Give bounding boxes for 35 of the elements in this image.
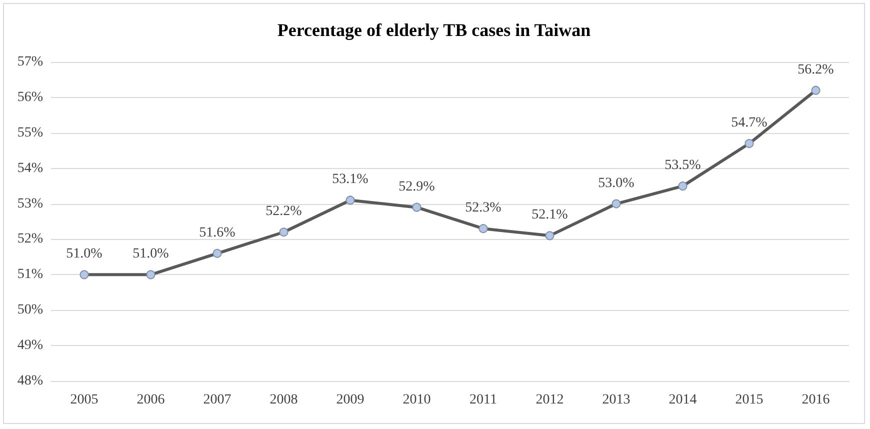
x-tick-label: 2007 <box>203 392 232 408</box>
data-label: 52.3% <box>465 200 502 216</box>
data-label: 54.7% <box>731 116 768 131</box>
data-label: 52.1% <box>532 208 568 223</box>
y-tick-label: 51% <box>17 267 44 282</box>
y-tick-label: 55% <box>17 125 44 140</box>
data-label: 53.5% <box>664 158 702 174</box>
data-label: 51.0% <box>132 246 170 262</box>
x-tick-label: 2013 <box>602 392 630 408</box>
y-tick-label: 57% <box>17 54 44 70</box>
data-label: 52.9% <box>398 179 436 194</box>
x-tick-label: 2012 <box>536 392 564 408</box>
data-label: 52.2% <box>266 204 302 220</box>
data-label: 51.0% <box>66 246 103 262</box>
chart-title: Percentage of elderly TB cases in Taiwan <box>277 20 591 40</box>
x-tick-label: 2005 <box>70 392 98 408</box>
y-tick-label: 48% <box>17 374 44 388</box>
y-tick-label: 54% <box>17 160 44 176</box>
x-tick-label: 2015 <box>735 392 764 408</box>
data-label: 53.1% <box>332 172 369 188</box>
data-label: 56.2% <box>798 62 834 78</box>
x-tick-label: 2006 <box>136 392 165 408</box>
x-tick-label: 2008 <box>270 392 298 408</box>
y-tick-label: 53% <box>17 196 44 212</box>
data-label: 51.6% <box>199 225 236 240</box>
x-tick-label: 2014 <box>668 392 697 408</box>
y-tick-label: 49% <box>17 338 44 354</box>
y-tick-label: 50% <box>17 302 44 318</box>
data-label: 53.0% <box>598 176 635 191</box>
y-tick-label: 52% <box>17 232 44 247</box>
x-tick-label: 2011 <box>470 392 497 408</box>
x-tick-label: 2010 <box>402 392 431 408</box>
x-tick-label: 2016 <box>802 392 830 408</box>
y-tick-label: 56% <box>17 90 44 105</box>
x-tick-label: 2009 <box>336 392 364 408</box>
